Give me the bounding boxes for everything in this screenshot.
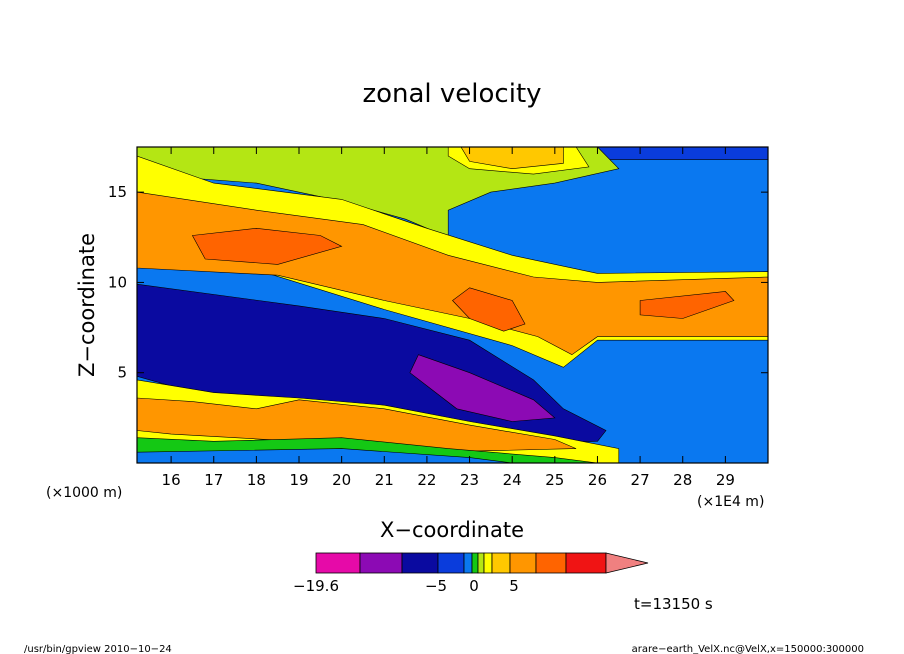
band-bottom-orange [137,397,577,453]
x-tick-label: 29 [716,471,735,489]
x-tick-label: 25 [545,471,564,489]
colorbar-segment [463,552,473,574]
y-tick-label: 10 [108,273,127,291]
colorbar-segment [565,552,607,574]
colorbar-segment [483,552,493,574]
band-jet-core1 [191,227,343,265]
colorbar-segment [315,552,361,574]
y-units-label: (×1000 m) [46,485,122,501]
chart-title: zonal velocity [362,79,541,109]
footer-right: arare−earth_VelX.nc@VelX,x=150000:300000 [632,644,864,654]
x-tick-label: 17 [204,471,223,489]
x-tick-label: 19 [289,471,308,489]
x-units-label: (×1E4 m) [697,494,764,510]
x-axis-label: X−coordinate [380,518,524,542]
x-axis-ticks: 16 17 18 19 20 21 22 23 24 25 26 27 28 29 [162,147,735,489]
x-tick-label: 16 [162,471,181,489]
colorbar-segment [509,552,537,574]
time-annotation: t=13150 s [634,595,713,613]
y-tick-label: 15 [108,183,127,201]
colorbar-label: 0 [469,577,479,595]
y-axis-ticks: 5 10 15 [108,183,768,382]
x-tick-label: 18 [247,471,266,489]
colorbar-segment [535,552,567,574]
x-tick-label: 28 [673,471,692,489]
plot-frame [136,146,769,464]
y-axis-label: Z−coordinate [75,233,99,377]
band-jet-core3 [639,291,735,319]
contour-field [137,147,768,463]
colorbar-segment [359,552,403,574]
colorbar-segment [401,552,439,574]
colorbar-segment [491,552,511,574]
colorbar-label: −19.6 [293,577,339,595]
x-tick-label: 24 [503,471,522,489]
x-tick-label: 27 [631,471,650,489]
x-tick-label: 23 [460,471,479,489]
colorbar-label: −5 [425,577,447,595]
colorbar-extend-arrow [605,552,649,574]
x-tick-label: 21 [375,471,394,489]
band-bottom-blue [137,448,513,463]
band-lower-purple [409,354,556,422]
x-tick-label: 20 [332,471,351,489]
colorbar-segment [471,552,479,574]
colorbar-segment [477,552,485,574]
colorbar-label: 5 [509,577,519,595]
y-tick-label: 5 [117,364,127,382]
footer-left: /usr/bin/gpview 2010−10−24 [24,644,172,654]
band-jet-core2 [452,287,526,332]
x-tick-label: 26 [588,471,607,489]
colorbar [315,552,649,574]
colorbar-labels: −19.6 −5 0 5 [293,577,519,595]
band-upper-orange [460,147,564,170]
colorbar-segment [437,552,465,574]
x-tick-label: 22 [417,471,436,489]
